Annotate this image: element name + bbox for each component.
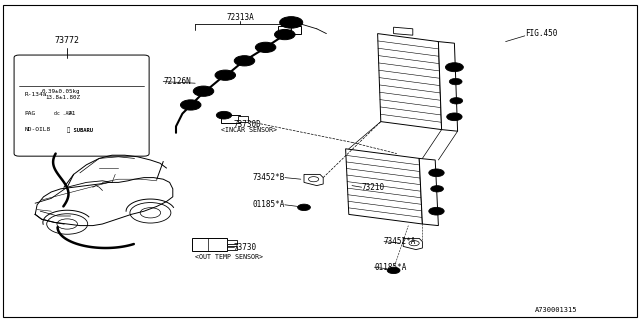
Circle shape [234,56,255,66]
FancyBboxPatch shape [14,55,149,156]
Text: 73452*B: 73452*B [252,173,285,182]
Polygon shape [438,42,458,131]
Text: 73772: 73772 [54,36,80,44]
Circle shape [216,111,232,119]
Polygon shape [394,27,413,35]
Polygon shape [304,174,323,186]
Text: 01185*A: 01185*A [374,263,407,272]
Circle shape [429,169,444,177]
Text: A1: A1 [69,111,77,116]
Circle shape [275,29,295,40]
Circle shape [445,63,463,72]
Circle shape [450,98,463,104]
Text: 73730: 73730 [234,243,257,252]
Bar [221,115,240,123]
Text: 13.8±1.80Z: 13.8±1.80Z [45,95,80,100]
Text: dc .AR: dc .AR [54,111,72,116]
Text: <INCAR SENSOR>: <INCAR SENSOR> [221,127,276,132]
Circle shape [449,78,462,85]
Circle shape [431,186,444,192]
Text: PAG: PAG [24,111,36,116]
Polygon shape [346,149,422,224]
Bar [192,238,227,251]
Text: FIG.450: FIG.450 [525,29,557,38]
Text: 72313A: 72313A [226,13,254,22]
Bar [238,116,248,122]
Circle shape [215,70,236,80]
Bar [278,26,301,34]
Circle shape [447,113,462,121]
Polygon shape [419,158,438,226]
Text: 72126N: 72126N [163,77,191,86]
Circle shape [180,100,201,110]
Text: 73730D: 73730D [234,120,261,129]
Circle shape [193,86,214,96]
Polygon shape [403,238,422,250]
Text: ND-OIL8: ND-OIL8 [24,127,51,132]
Bar [227,240,237,244]
Text: A730001315: A730001315 [534,308,577,313]
Text: <OUT TEMP SENSOR>: <OUT TEMP SENSOR> [195,254,263,260]
Text: Ⓢ SUBARU: Ⓢ SUBARU [67,128,93,133]
Circle shape [387,267,400,274]
Circle shape [255,42,276,52]
Text: R-134a: R-134a [24,92,47,97]
Circle shape [298,204,310,211]
Polygon shape [378,34,442,130]
Bar [227,246,237,250]
Circle shape [429,207,444,215]
Text: 01185*A: 01185*A [252,200,285,209]
Text: 73210: 73210 [362,183,385,192]
Circle shape [280,17,303,28]
Text: 0.39±0.05kg: 0.39±0.05kg [42,89,80,94]
Text: 73452*A: 73452*A [384,237,417,246]
